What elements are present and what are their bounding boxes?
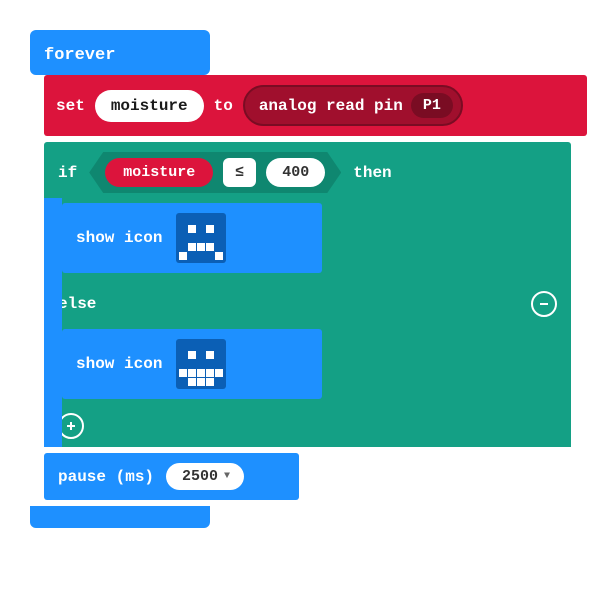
analog-read-block[interactable]: analog read pin P1: [243, 85, 463, 126]
else-label: else: [58, 295, 96, 313]
variable-dropdown[interactable]: moisture: [95, 90, 204, 122]
remove-else-button[interactable]: [531, 291, 557, 317]
if-footer: [44, 405, 571, 447]
comparison-block[interactable]: moisture ≤ 400: [89, 152, 341, 193]
show-icon-block-1[interactable]: show icon: [62, 203, 322, 273]
to-label: to: [214, 97, 233, 115]
compare-value[interactable]: 400: [266, 158, 325, 187]
pause-value: 2500: [182, 468, 218, 485]
set-variable-block[interactable]: set moisture to analog read pin P1: [44, 75, 587, 136]
led-icon-sad[interactable]: [176, 213, 226, 263]
operator-dropdown[interactable]: ≤: [223, 158, 256, 187]
else-bar: else: [44, 279, 571, 329]
chevron-down-icon: ▼: [224, 471, 230, 482]
if-label: if: [58, 164, 77, 182]
set-label: set: [56, 97, 85, 115]
pause-label: pause (ms): [58, 468, 154, 486]
pause-block[interactable]: pause (ms) 2500 ▼: [44, 453, 299, 500]
show-icon-label: show icon: [76, 355, 162, 373]
analog-read-label: analog read pin: [259, 97, 403, 115]
then-label: then: [353, 164, 391, 182]
if-block[interactable]: if moisture ≤ 400 then show icon else sh…: [44, 142, 571, 447]
pin-dropdown[interactable]: P1: [411, 93, 453, 118]
forever-bottom: [30, 506, 210, 528]
show-icon-label: show icon: [76, 229, 162, 247]
led-icon-happy[interactable]: [176, 339, 226, 389]
if-header: if moisture ≤ 400 then: [44, 142, 571, 203]
show-icon-block-2[interactable]: show icon: [62, 329, 322, 399]
forever-block[interactable]: forever: [30, 30, 210, 75]
forever-label: forever: [30, 42, 210, 75]
pause-value-dropdown[interactable]: 2500 ▼: [166, 463, 244, 490]
compare-variable[interactable]: moisture: [105, 158, 213, 187]
